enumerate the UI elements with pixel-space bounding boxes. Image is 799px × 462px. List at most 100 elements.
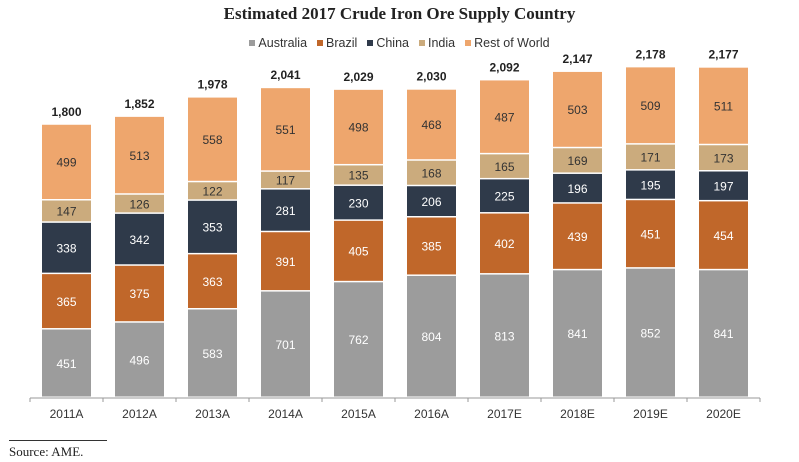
bar-segment-china [188,200,237,253]
bar-segment-china [553,173,602,203]
data-label: 451 [56,357,76,371]
bar-segment-australia [480,274,529,397]
data-label: 230 [348,196,368,210]
bar-segment-china [261,189,310,231]
data-label: 375 [129,287,149,301]
bar-segment-china [407,186,456,217]
bar-segment-rest-of-world [334,89,383,164]
bar-segment-rest-of-world [553,71,602,147]
total-label: 2,177 [708,48,738,62]
total-label: 1,978 [197,78,227,92]
data-label: 583 [202,347,222,361]
data-label: 126 [129,197,149,211]
bar-segment-australia [188,309,237,397]
bar-segment-rest-of-world [42,124,91,200]
total-label: 2,029 [343,70,373,84]
data-label: 852 [640,326,660,340]
data-label: 439 [567,230,587,244]
legend-label: China [376,36,409,50]
data-label: 451 [640,227,660,241]
legend-item: China [367,36,409,50]
bar-segment-india [407,160,456,185]
data-label: 558 [202,133,222,147]
total-label: 1,800 [51,105,81,119]
data-label: 841 [567,327,587,341]
legend-label: India [427,36,456,50]
legend-item: Rest of World [465,36,550,50]
bar-segment-australia [407,275,456,397]
data-label: 117 [276,174,295,188]
data-label: 195 [640,178,660,192]
x-tick-label: 2018E [560,407,595,421]
bar-segment-india [188,182,237,200]
bar-segment-india [699,145,748,171]
legend-item: Brazil [317,36,357,50]
bar-segment-australia [115,322,164,397]
bar-segment-australia [261,291,310,397]
bar-segment-rest-of-world [115,116,164,194]
x-tick-label: 2013A [195,407,230,421]
x-tick-label: 2011A [50,407,84,421]
data-label: 498 [348,121,368,135]
data-label: 499 [56,156,76,170]
data-label: 206 [421,195,441,209]
bar-segment-brazil [334,220,383,281]
legend-item: India [418,36,456,50]
legend-swatch [465,40,472,46]
x-tick-label: 2019E [633,407,668,421]
data-label: 169 [567,154,587,168]
bar-segment-india [553,148,602,173]
chart-title: Estimated 2017 Crude Iron Ore Supply Cou… [223,4,576,23]
bar-segment-india [480,154,529,178]
bar-segment-china [115,213,164,265]
bar-segment-brazil [626,200,675,268]
bar-segment-brazil [115,265,164,322]
bar-segment-brazil [407,217,456,275]
legend-swatch [367,40,374,46]
bar-segment-australia [626,268,675,397]
bar-segment-rest-of-world [699,67,748,144]
legend: Australia Brazil China India Rest of World [0,36,799,50]
data-label: 147 [56,205,76,219]
total-label: 2,041 [270,68,300,82]
bar-segment-india [626,144,675,170]
bar-segment-brazil [699,201,748,269]
bar-segment-rest-of-world [188,97,237,181]
source-note: Source: AME. [9,444,84,459]
total-label: 2,147 [562,52,592,66]
data-label: 365 [56,295,76,309]
data-label: 701 [275,338,295,352]
legend-label: Rest of World [474,36,550,50]
bar-segment-brazil [42,274,91,329]
bar-segment-brazil [188,254,237,309]
data-label: 496 [129,353,149,367]
x-tick-label: 2012A [122,407,157,421]
data-label: 135 [348,169,368,183]
legend-label: Australia [258,36,308,50]
bar-segment-india [115,194,164,213]
bar-segment-australia [553,270,602,397]
bar-segment-china [334,185,383,220]
data-label: 225 [494,189,514,203]
data-label: 353 [202,221,222,235]
data-label: 338 [56,241,76,255]
data-label: 503 [567,103,587,117]
data-label: 197 [713,179,733,193]
legend-item: Australia [249,36,307,50]
legend-label: Brazil [326,36,358,50]
data-label: 281 [275,204,295,218]
bar-segment-australia [334,282,383,397]
total-label: 2,030 [416,70,446,84]
x-tick-label: 2014A [268,407,303,421]
data-label: 454 [713,229,733,243]
data-label: 402 [494,237,514,251]
data-label: 363 [202,275,222,289]
bar-segment-china [699,171,748,200]
legend-swatch [249,40,256,46]
x-tick-label: 2016A [414,407,449,421]
bar-segment-australia [42,329,91,397]
data-label: 804 [421,330,441,344]
data-label: 513 [129,149,149,163]
data-label: 813 [494,329,514,343]
total-label: 2,092 [489,60,519,74]
